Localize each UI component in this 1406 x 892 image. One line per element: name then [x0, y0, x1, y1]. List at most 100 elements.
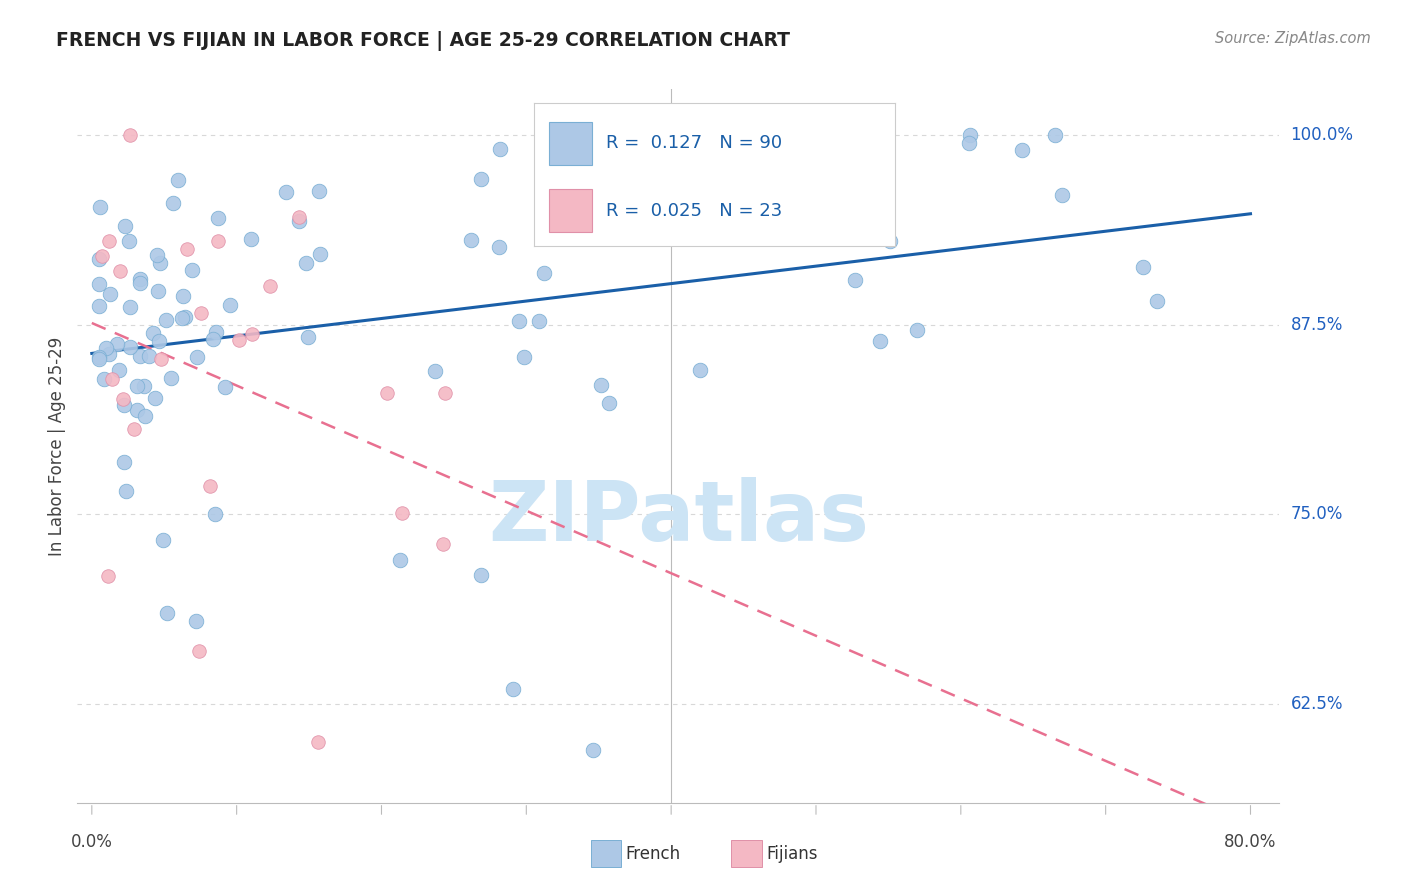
Point: [389, 553, 412, 567]
Text: Source: ZipAtlas.com: Source: ZipAtlas.com: [1215, 31, 1371, 46]
Point: [200, 479, 222, 493]
Point: [844, 273, 866, 287]
Point: [149, 256, 172, 270]
Point: [959, 128, 981, 142]
Point: [228, 333, 250, 347]
Text: ZIPatlas: ZIPatlas: [488, 477, 869, 558]
Point: [87, 299, 110, 313]
Point: [391, 506, 413, 520]
Text: 62.5%: 62.5%: [1291, 695, 1343, 713]
Point: [146, 248, 169, 262]
Text: Fijians: Fijians: [766, 845, 818, 863]
Point: [508, 313, 530, 327]
Point: [111, 392, 134, 407]
Point: [375, 385, 398, 400]
Point: [188, 644, 211, 658]
Point: [207, 234, 229, 248]
Point: [513, 350, 536, 364]
Text: 100.0%: 100.0%: [1291, 126, 1354, 144]
Point: [93, 371, 115, 385]
Point: [905, 323, 928, 337]
Point: [118, 300, 141, 314]
Point: [97, 347, 120, 361]
Point: [186, 614, 208, 628]
Point: [152, 533, 174, 548]
Point: [205, 325, 228, 339]
Point: [138, 349, 160, 363]
Text: 75.0%: 75.0%: [1291, 506, 1343, 524]
Point: [105, 337, 128, 351]
Point: [1045, 128, 1067, 142]
Point: [239, 232, 262, 246]
Point: [533, 267, 555, 281]
Point: [148, 284, 170, 298]
Point: [118, 234, 141, 248]
Point: [190, 306, 212, 320]
Text: 87.5%: 87.5%: [1291, 316, 1343, 334]
Point: [160, 371, 183, 385]
Point: [97, 569, 120, 583]
Point: [91, 249, 114, 263]
Point: [176, 242, 198, 256]
Point: [582, 742, 605, 756]
Point: [129, 276, 152, 290]
Point: [148, 334, 170, 348]
Point: [87, 252, 110, 267]
Point: [97, 234, 120, 248]
Point: [186, 351, 208, 365]
Point: [115, 483, 138, 498]
Point: [134, 409, 156, 424]
Point: [112, 398, 135, 412]
Point: [800, 195, 823, 210]
Point: [434, 385, 457, 400]
Point: [288, 213, 311, 227]
Y-axis label: In Labor Force | Age 25-29: In Labor Force | Age 25-29: [48, 336, 66, 556]
Point: [162, 196, 184, 211]
Point: [591, 378, 613, 392]
Point: [488, 142, 510, 156]
Point: [240, 327, 263, 342]
Point: [1132, 260, 1154, 274]
Point: [128, 272, 150, 286]
Point: [87, 352, 110, 367]
Point: [423, 364, 446, 378]
Point: [537, 193, 560, 207]
Point: [259, 279, 281, 293]
Text: French: French: [626, 845, 681, 863]
Point: [125, 403, 148, 417]
Point: [87, 350, 110, 364]
Point: [156, 606, 179, 620]
Point: [118, 128, 141, 142]
Point: [155, 313, 177, 327]
Point: [1011, 143, 1033, 157]
Point: [1146, 294, 1168, 309]
Point: [207, 211, 229, 225]
Point: [114, 219, 136, 233]
Point: [470, 568, 492, 582]
Point: [879, 235, 901, 249]
Point: [1052, 187, 1074, 202]
Point: [297, 330, 319, 344]
Point: [957, 136, 980, 151]
Point: [98, 287, 121, 301]
Point: [174, 310, 197, 324]
Point: [202, 332, 225, 346]
Point: [309, 247, 332, 261]
Point: [858, 153, 880, 168]
Point: [432, 536, 454, 550]
Point: [108, 264, 131, 278]
Text: 80.0%: 80.0%: [1225, 833, 1277, 851]
Point: [118, 340, 141, 354]
Point: [214, 380, 236, 394]
Point: [87, 277, 110, 291]
Point: [204, 508, 226, 522]
Text: 0.0%: 0.0%: [70, 833, 112, 851]
Point: [276, 185, 298, 199]
Point: [460, 233, 482, 247]
Point: [180, 263, 202, 277]
Point: [488, 240, 510, 254]
Point: [219, 298, 242, 312]
Point: [112, 455, 135, 469]
Point: [813, 128, 835, 142]
Point: [529, 314, 551, 328]
